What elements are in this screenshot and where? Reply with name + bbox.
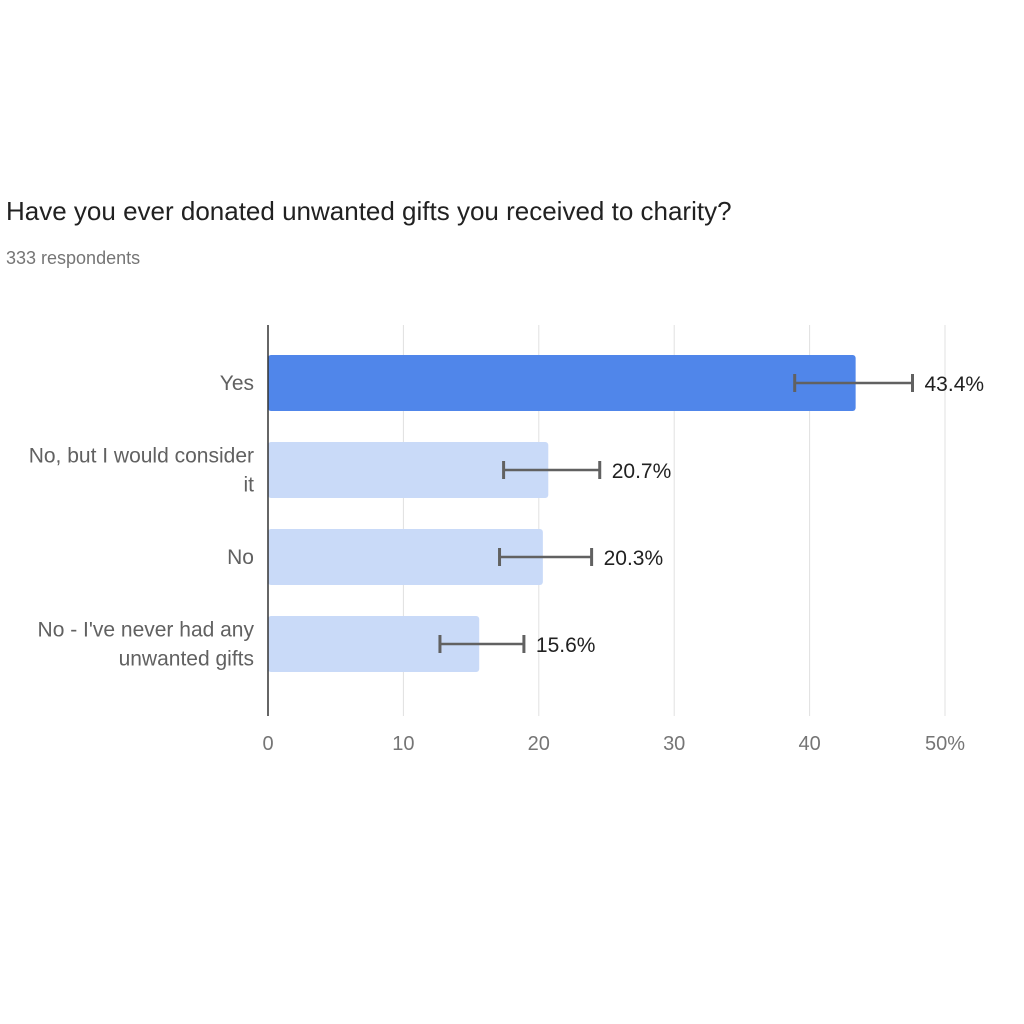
x-tick-label: 10 bbox=[392, 733, 414, 755]
x-tick-label: 20 bbox=[528, 733, 550, 755]
category-label-line: No bbox=[227, 546, 254, 569]
category-label: Yes bbox=[220, 372, 254, 395]
category-label-line: No - I've never had any bbox=[38, 619, 255, 642]
category-label: No - I've never had any unwanted gifts bbox=[38, 619, 255, 671]
value-label: 20.7% bbox=[612, 460, 672, 483]
bar bbox=[268, 355, 856, 411]
x-tick-label: 0 bbox=[262, 733, 273, 755]
value-label: 20.3% bbox=[604, 547, 664, 570]
category-label-line: Yes bbox=[220, 372, 254, 395]
bar bbox=[268, 442, 549, 498]
bar bbox=[268, 616, 480, 672]
category-label-line: it bbox=[244, 474, 255, 497]
chart-subtitle: 333 respondents bbox=[6, 248, 141, 268]
bar bbox=[268, 529, 543, 585]
category-label-line: unwanted gifts bbox=[119, 648, 254, 671]
chart-title: Have you ever donated unwanted gifts you… bbox=[6, 196, 732, 226]
category-label: No, but I would consider it bbox=[29, 445, 254, 497]
x-tick-label: 40 bbox=[798, 733, 820, 755]
category-label-line: No, but I would consider bbox=[29, 445, 254, 468]
category-label: No bbox=[227, 546, 254, 569]
x-tick-label: 50% bbox=[925, 733, 965, 755]
value-label: 15.6% bbox=[536, 634, 596, 657]
x-tick-label: 30 bbox=[663, 733, 685, 755]
value-label: 43.4% bbox=[925, 373, 985, 396]
